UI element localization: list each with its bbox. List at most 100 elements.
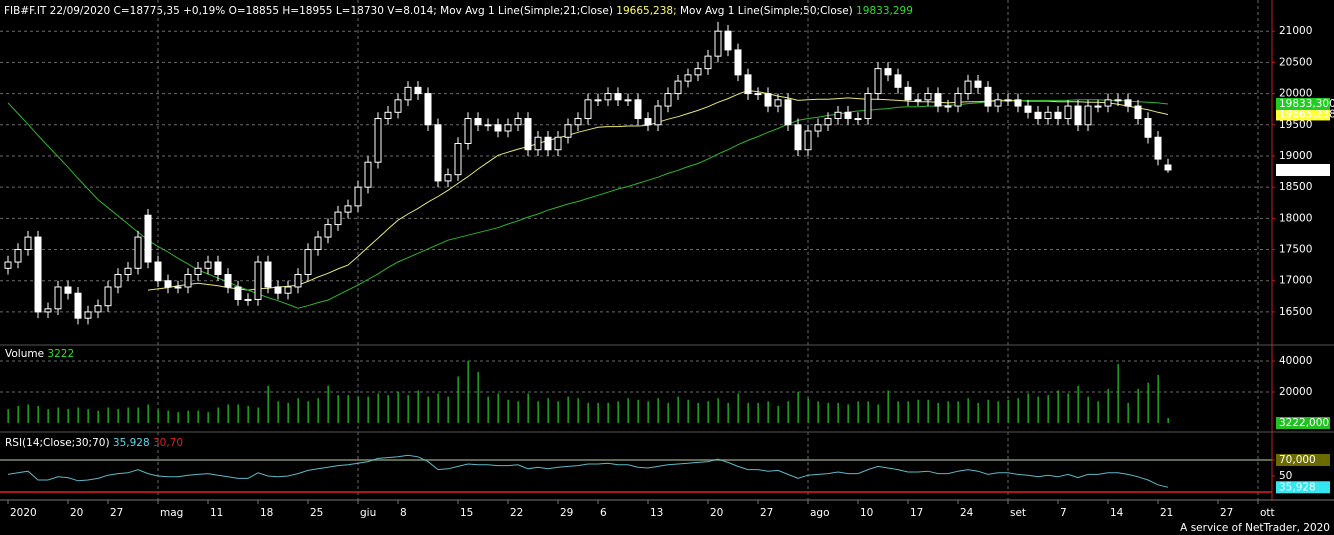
volume-bar bbox=[867, 401, 869, 424]
volume-bar bbox=[737, 393, 739, 424]
volume-legend: Volume 3222 bbox=[5, 348, 74, 360]
candle-body bbox=[1074, 105, 1082, 126]
volume-bar bbox=[747, 402, 749, 424]
candle-body bbox=[984, 86, 992, 107]
volume-bar bbox=[877, 404, 879, 424]
volume-bar bbox=[397, 391, 399, 424]
candle-body bbox=[834, 111, 842, 120]
candle-body bbox=[464, 118, 472, 144]
candle-body bbox=[664, 93, 672, 107]
candle-body bbox=[54, 286, 62, 310]
volume-bar bbox=[157, 409, 159, 424]
candle-body bbox=[914, 99, 922, 102]
volume-bar bbox=[377, 393, 379, 424]
volume-bar bbox=[947, 401, 949, 424]
candle-body bbox=[204, 261, 212, 269]
value-box bbox=[1276, 108, 1330, 121]
volume-bar bbox=[327, 385, 329, 424]
x-tick-label: ago bbox=[810, 507, 830, 519]
volume-bar bbox=[1117, 364, 1119, 424]
volume-bar bbox=[477, 371, 479, 424]
rsi-legend: RSI(14;Close;30;70) 35,928 30,70 bbox=[5, 437, 183, 449]
volume-bar bbox=[907, 401, 909, 424]
candle-body bbox=[494, 124, 502, 132]
volume-bar bbox=[37, 405, 39, 424]
candle-body bbox=[1094, 105, 1102, 108]
candle-body bbox=[934, 93, 942, 107]
candle-body bbox=[654, 105, 662, 126]
candle-body bbox=[64, 286, 72, 294]
volume-bar bbox=[727, 402, 729, 424]
candle-body bbox=[634, 99, 642, 120]
candle-body bbox=[1044, 111, 1052, 120]
axis-layer bbox=[0, 0, 1334, 504]
candle-body bbox=[424, 93, 432, 126]
candle-body bbox=[174, 286, 182, 289]
candle-body bbox=[684, 74, 692, 82]
volume-bar bbox=[1037, 396, 1039, 424]
candle-body bbox=[734, 49, 742, 76]
volume-bar bbox=[1027, 393, 1029, 424]
candle-body bbox=[1014, 99, 1022, 107]
candle-body bbox=[454, 142, 462, 176]
x-tick-label: 17 bbox=[910, 507, 923, 519]
ma50-name: Mov Avg 1 Line(Simple;50;Close) bbox=[680, 5, 853, 17]
volume-bar bbox=[1107, 388, 1109, 424]
volume-bar bbox=[927, 399, 929, 424]
candle-body bbox=[1064, 105, 1072, 120]
volume-bar bbox=[417, 390, 419, 424]
candle-body bbox=[774, 99, 782, 107]
candle-body bbox=[714, 30, 722, 57]
candle-body bbox=[104, 286, 112, 307]
volume-bar bbox=[247, 405, 249, 424]
volume-bar bbox=[787, 401, 789, 424]
volume-bar bbox=[1097, 401, 1099, 424]
volume-bar bbox=[657, 398, 659, 424]
volume-bar bbox=[567, 396, 569, 424]
volume-bar bbox=[197, 410, 199, 424]
candle-body bbox=[574, 118, 582, 126]
volume-bar bbox=[597, 402, 599, 424]
volume-bar bbox=[917, 399, 919, 424]
volume-bar bbox=[697, 402, 699, 424]
volume-bar bbox=[847, 404, 849, 424]
candle-body bbox=[344, 205, 352, 213]
value-box-label: 19665,238 bbox=[1279, 108, 1334, 120]
volume-bar bbox=[187, 410, 189, 424]
volume-bar bbox=[517, 401, 519, 424]
candle-body bbox=[1004, 99, 1012, 102]
volume-bar bbox=[627, 398, 629, 424]
x-tick-label: 29 bbox=[560, 507, 573, 519]
candle-body bbox=[294, 274, 302, 288]
volume-bar bbox=[757, 402, 759, 424]
volume-bar bbox=[347, 395, 349, 424]
candle-body bbox=[894, 74, 902, 88]
y-tick-label: 17500 bbox=[1279, 244, 1312, 256]
header-info: FIB#F.IT 22/09/2020 C=18775,35 +0,19% O=… bbox=[4, 5, 437, 17]
candle-body bbox=[264, 261, 272, 288]
volume-bar bbox=[957, 401, 959, 424]
candle-body bbox=[1034, 111, 1042, 120]
volume-bar bbox=[97, 410, 99, 424]
value-box bbox=[1276, 481, 1330, 494]
candle-body bbox=[74, 292, 82, 319]
volume-bar bbox=[457, 376, 459, 424]
candle-body bbox=[954, 93, 962, 107]
volume-bar bbox=[647, 401, 649, 424]
volume-bar bbox=[337, 395, 339, 424]
candle-body bbox=[694, 68, 702, 76]
volume-bar bbox=[897, 401, 899, 424]
y-tick-label: 20000 bbox=[1279, 88, 1312, 100]
volume-bar bbox=[1067, 393, 1069, 424]
volume-bar bbox=[447, 396, 449, 424]
volume-bar bbox=[997, 401, 999, 424]
candle-body bbox=[24, 236, 32, 251]
ma21-name: Mov Avg 1 Line(Simple;21;Close) bbox=[440, 5, 613, 17]
x-tick-label: 27 bbox=[760, 507, 773, 519]
y-tick-label: 18500 bbox=[1279, 181, 1312, 193]
volume-bar bbox=[807, 398, 809, 424]
volume-bar bbox=[677, 396, 679, 424]
volume-bar bbox=[277, 401, 279, 424]
volume-bar bbox=[637, 399, 639, 424]
candle-body bbox=[814, 124, 822, 132]
